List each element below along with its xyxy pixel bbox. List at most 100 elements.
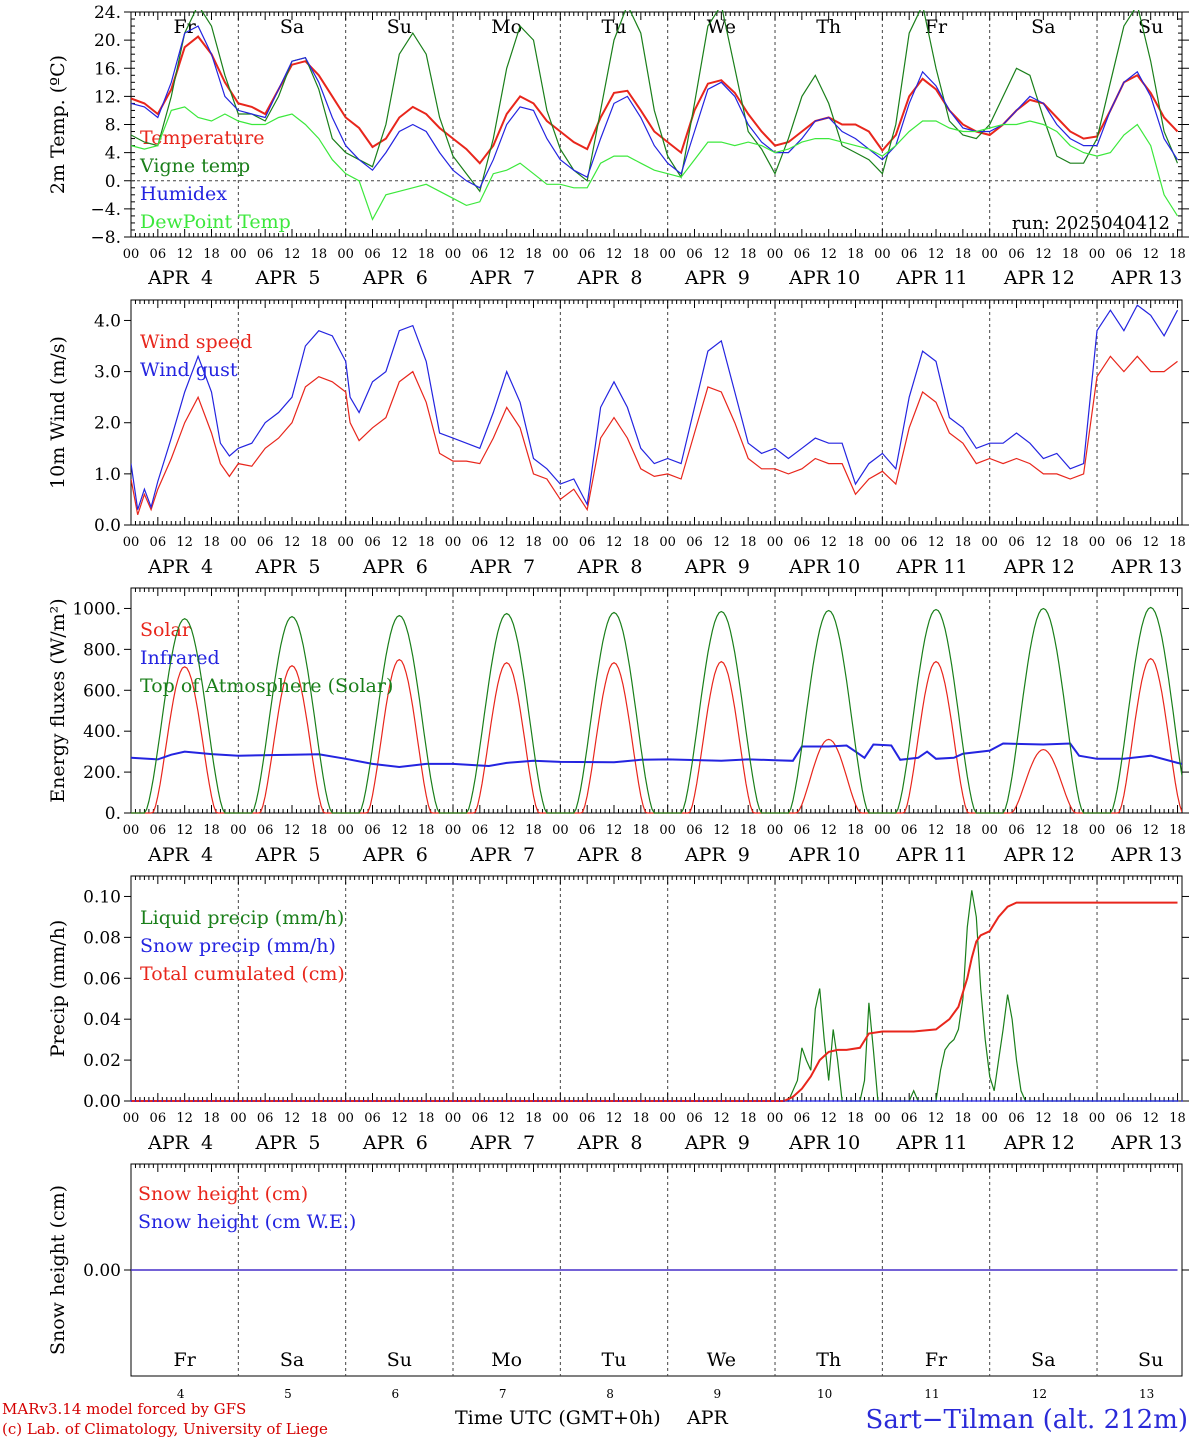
date-label: APR 5 [255, 267, 321, 289]
hour-tick-label: 18 [418, 247, 435, 262]
snow-precip-point [1136, 1100, 1139, 1102]
snow-precip-point [532, 1100, 535, 1102]
hour-tick-label: 06 [150, 247, 167, 262]
snow-precip-point [183, 1100, 186, 1102]
snow-precip-point [398, 1100, 401, 1102]
date-label: APR 13 [1110, 1132, 1182, 1154]
snow-precip-point [215, 1100, 217, 1102]
hour-tick-label: 18 [203, 823, 220, 838]
date-label: APR 8 [577, 267, 643, 289]
hour-tick-label: 18 [203, 247, 220, 262]
date-label: APR 11 [896, 267, 968, 289]
snow-precip-point [425, 1100, 428, 1102]
hour-tick-label: 06 [794, 1111, 811, 1126]
hour-tick-label: 06 [364, 535, 381, 550]
snow-precip-point [1037, 1100, 1040, 1102]
legend-entry: Wind gust [140, 359, 238, 381]
date-label: APR 8 [577, 844, 643, 866]
hour-tick-label: 06 [364, 1111, 381, 1126]
hour-tick-label: 06 [686, 247, 703, 262]
day-number-label: 5 [284, 1387, 292, 1401]
hour-tick-label: 00 [123, 823, 140, 838]
y-tick-label: 24. [94, 3, 121, 23]
snow-precip-point [1154, 1100, 1157, 1102]
hour-tick-label: 00 [874, 247, 891, 262]
hour-tick-label: 00 [1089, 1111, 1106, 1126]
hour-tick-label: 06 [1008, 1111, 1025, 1126]
snow-precip-point [1087, 1100, 1089, 1102]
snow-precip-point [926, 1100, 928, 1102]
snow-precip-point [944, 1100, 946, 1102]
snow-precip-point [1046, 1100, 1049, 1102]
hour-tick-label: 06 [579, 823, 596, 838]
date-label: APR 11 [896, 844, 968, 866]
month-label: APR [686, 1407, 729, 1429]
hour-tick-label: 18 [740, 535, 757, 550]
y-tick-label: −8. [91, 228, 121, 248]
hour-tick-label: 18 [1062, 535, 1079, 550]
snow-precip-point [756, 1100, 759, 1102]
hour-tick-label: 06 [1008, 535, 1025, 550]
snow-precip-point [814, 1100, 817, 1102]
snow-precip-point [210, 1100, 213, 1102]
y-axis-title: 10m Wind (m/s) [47, 336, 69, 489]
hour-tick-label: 00 [230, 1111, 247, 1126]
snow-precip-point [554, 1100, 557, 1102]
hour-tick-label: 18 [1062, 247, 1079, 262]
snow-precip-point [326, 1100, 329, 1102]
day-of-week-label: We [707, 1349, 736, 1371]
hour-tick-label: 06 [472, 247, 489, 262]
hour-tick-label: 12 [498, 247, 515, 262]
snow-precip-point [769, 1100, 772, 1102]
hour-tick-label: 00 [767, 247, 784, 262]
snow-precip-point [134, 1100, 137, 1102]
hour-tick-label: 18 [311, 823, 328, 838]
snow-precip-point [1060, 1100, 1063, 1102]
snow-precip-point [631, 1100, 633, 1102]
y-tick-label: 2.0 [94, 414, 121, 434]
snow-precip-point [617, 1100, 620, 1102]
y-axis-title: 2m Temp. (ºC) [47, 55, 69, 194]
snow-precip-point [1024, 1100, 1027, 1102]
date-label: APR 6 [362, 556, 428, 578]
hour-tick-label: 00 [659, 1111, 676, 1126]
hour-tick-label: 18 [847, 823, 864, 838]
snow-precip-point [201, 1100, 204, 1102]
snow-precip-point [693, 1100, 696, 1102]
snow-precip-point [143, 1100, 146, 1102]
snow-precip-point [1051, 1100, 1054, 1102]
hour-tick-label: 00 [874, 823, 891, 838]
hour-tick-label: 18 [1169, 535, 1186, 550]
day-of-week-label: Fr [174, 1349, 197, 1371]
date-label: APR 7 [469, 844, 535, 866]
y-tick-label: 3.0 [94, 363, 121, 383]
snow-precip-point [590, 1100, 593, 1102]
hour-tick-label: 00 [1089, 823, 1106, 838]
snow-precip-point [367, 1100, 369, 1102]
hour-tick-label: 00 [981, 1111, 998, 1126]
date-label: APR 6 [362, 267, 428, 289]
hour-tick-label: 12 [1142, 823, 1159, 838]
snow-precip-point [496, 1100, 499, 1102]
snow-precip-point [1109, 1100, 1112, 1102]
snow-precip-point [264, 1100, 267, 1102]
hour-tick-label: 12 [1142, 535, 1159, 550]
snow-precip-point [604, 1100, 606, 1102]
hour-tick-label: 00 [445, 823, 462, 838]
snow-precip-point [684, 1100, 687, 1102]
hour-tick-label: 12 [391, 1111, 408, 1126]
day-number-label: 10 [817, 1387, 832, 1401]
snow-precip-point [295, 1100, 298, 1102]
hour-tick-label: 06 [901, 823, 918, 838]
date-label: APR 13 [1110, 267, 1182, 289]
snow-precip-point [237, 1100, 240, 1102]
hour-tick-label: 06 [794, 823, 811, 838]
panel-4: 0.00 0.02 0.04 0.06 0.08 0.10 Precip (mm/h) 00 0… [47, 875, 1189, 1154]
snow-precip-point [461, 1100, 463, 1102]
hour-tick-label: 18 [633, 1111, 650, 1126]
snow-precip-point [876, 1100, 879, 1102]
date-label: APR 5 [255, 844, 321, 866]
snow-precip-point [416, 1100, 419, 1102]
snow-precip-point [483, 1100, 486, 1102]
